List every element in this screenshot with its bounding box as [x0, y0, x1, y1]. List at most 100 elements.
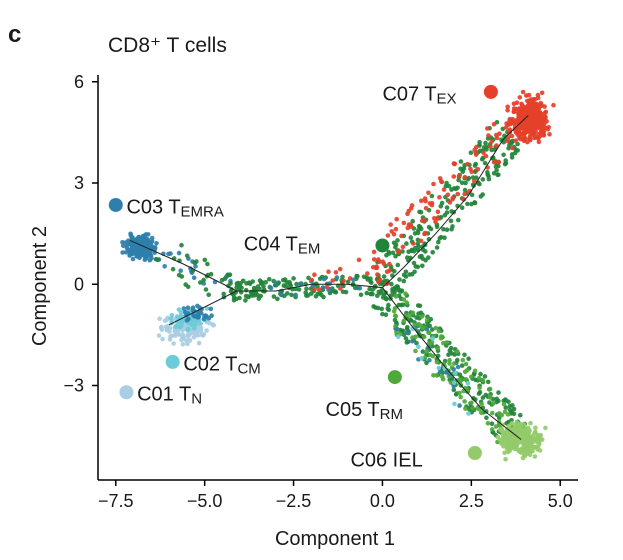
cell-point-c07: [462, 174, 468, 180]
cell-point-c04: [370, 287, 376, 292]
cell-point-c05: [441, 361, 447, 367]
trajectory-branch-4: [382, 287, 522, 440]
cell-point-c05: [487, 386, 493, 392]
cell-point-c07: [520, 89, 526, 95]
cell-point-c04: [257, 286, 262, 292]
cell-point-c07: [472, 147, 478, 153]
cell-point-c06: [533, 425, 538, 431]
cell-point-c06: [524, 435, 529, 441]
cell-point-c07: [530, 118, 536, 123]
cell-point-c07: [439, 179, 444, 184]
cell-point-c05: [434, 359, 440, 365]
cell-point-c07: [525, 106, 531, 112]
cell-point-c07: [455, 191, 461, 197]
cell-point-c04: [202, 257, 208, 263]
cell-point-c04: [420, 256, 426, 261]
cell-point-c04: [418, 310, 424, 316]
cell-point-c07: [505, 138, 510, 144]
cell-point-c04: [400, 328, 406, 334]
cell-point-c05: [464, 368, 470, 373]
cell-point-c06: [530, 448, 535, 454]
cell-point-c04: [243, 298, 248, 303]
cell-point-c06: [535, 432, 540, 438]
cell-point-c02: [430, 336, 436, 341]
cell-point-c03: [184, 317, 190, 323]
cell-point-c03: [394, 326, 400, 332]
cell-point-c04: [495, 172, 500, 178]
cell-point-c06: [509, 421, 514, 426]
cell-point-c04: [203, 287, 209, 292]
cell-point-c04: [484, 409, 489, 414]
cell-point-c05: [489, 427, 495, 432]
cell-point-c01: [175, 331, 180, 337]
cell-point-c03: [147, 252, 153, 257]
panel-label: c: [8, 21, 21, 48]
cell-point-c04: [345, 279, 351, 285]
cell-point-c04: [397, 277, 402, 282]
cell-point-c07: [394, 216, 400, 222]
cell-point-c04: [258, 281, 264, 286]
cell-point-c04: [509, 155, 515, 160]
cell-point-c07: [485, 126, 490, 131]
cell-point-c05: [476, 406, 482, 412]
cell-point-c04: [364, 290, 370, 296]
cell-point-c06: [525, 440, 530, 446]
cell-point-c07: [356, 257, 362, 263]
cell-point-c04: [296, 287, 302, 292]
cell-point-c07: [418, 238, 424, 244]
cell-point-c03: [273, 280, 279, 286]
cell-point-c07: [435, 209, 441, 215]
cell-point-c04: [430, 250, 436, 255]
cell-point-c04: [450, 224, 455, 229]
cell-point-c04: [458, 166, 463, 172]
cell-point-c04: [222, 276, 228, 282]
cell-point-c03: [437, 369, 443, 375]
cell-point-c04: [482, 374, 488, 379]
cell-point-c05: [444, 340, 450, 345]
cell-point-c07: [399, 233, 404, 239]
cell-point-c05: [393, 294, 399, 299]
cell-point-c04: [383, 312, 389, 318]
cell-point-c04: [515, 148, 520, 153]
cell-point-c07: [462, 191, 467, 197]
cell-point-c07: [371, 249, 377, 255]
cell-point-c07: [391, 231, 397, 237]
chart-title: CD8⁺ T cells: [108, 34, 227, 57]
cell-point-c05: [502, 409, 508, 415]
cell-point-c04: [465, 201, 470, 207]
cell-point-c07: [491, 121, 497, 127]
cell-point-c03: [135, 254, 141, 259]
cell-point-c05: [424, 317, 430, 323]
cell-point-c04: [449, 209, 454, 214]
cell-point-c04: [417, 303, 423, 309]
trajectory-branch-3: [382, 115, 529, 288]
cell-point-c07: [511, 106, 517, 111]
cell-point-c04: [423, 249, 428, 254]
cell-point-c04: [482, 160, 488, 166]
cell-point-c04: [472, 163, 478, 168]
cell-point-c06: [503, 439, 508, 445]
cell-point-c07: [539, 90, 545, 96]
cell-point-c07: [532, 135, 537, 141]
cell-point-c04: [503, 405, 509, 410]
cell-point-c04: [392, 269, 397, 274]
cell-point-c02: [453, 371, 458, 376]
cell-point-c05: [470, 406, 475, 411]
cell-point-c05: [469, 374, 474, 380]
cell-point-c02: [204, 306, 210, 311]
cell-point-c03: [145, 248, 150, 253]
cell-point-c04: [396, 302, 402, 308]
cell-point-c05: [419, 314, 425, 319]
cell-point-c05: [439, 334, 444, 339]
cell-point-c04: [404, 340, 410, 345]
cell-point-c05: [480, 378, 486, 383]
cell-point-c02: [176, 316, 182, 322]
cell-point-c07: [435, 216, 441, 221]
cell-point-c02: [168, 316, 174, 322]
cell-point-c07: [324, 284, 330, 290]
cell-point-c05: [410, 310, 416, 316]
cell-point-c01: [171, 341, 176, 346]
y-tick-label: 6: [74, 72, 84, 92]
cell-point-c04: [368, 276, 373, 282]
cell-point-c04: [487, 400, 492, 405]
